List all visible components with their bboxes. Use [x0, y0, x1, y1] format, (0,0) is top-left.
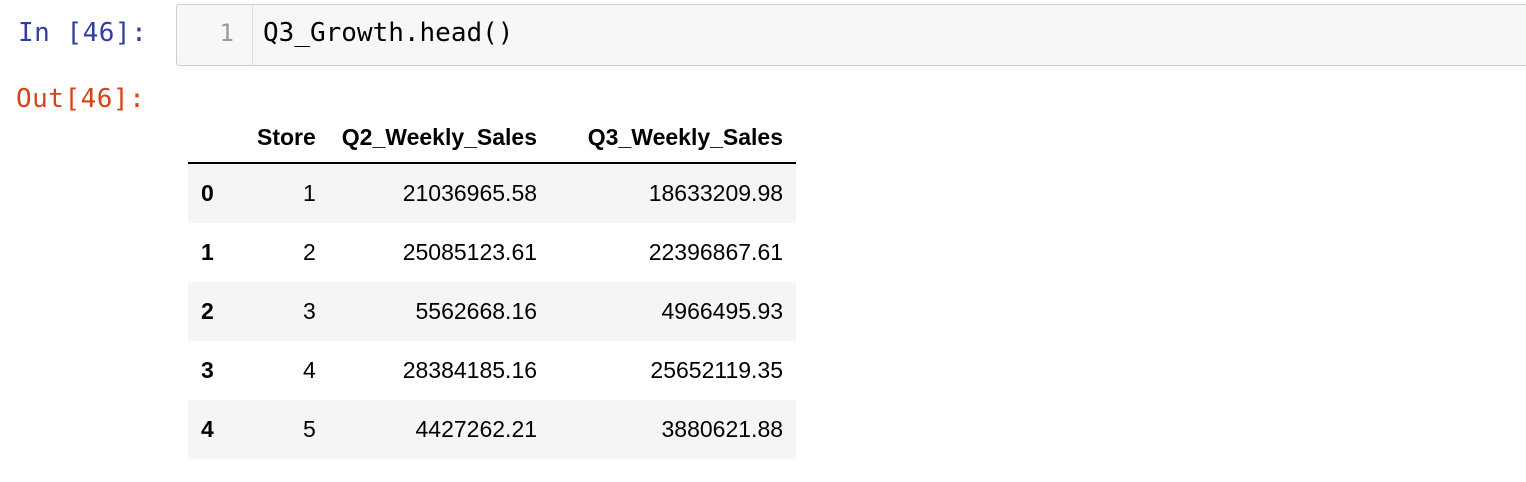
index-header	[188, 112, 244, 164]
code-input-area[interactable]: 1 Q3_Growth.head()	[176, 4, 1526, 66]
table-row: 1 2 25085123.61 22396867.61	[188, 223, 797, 282]
cell-store: 4	[303, 357, 316, 383]
out-prompt: Out[46]:	[16, 84, 146, 114]
cell-store: 2	[303, 239, 316, 265]
row-index: 0	[201, 180, 214, 206]
cell-store: 3	[303, 298, 316, 324]
row-index: 2	[201, 298, 214, 324]
code-line[interactable]: Q3_Growth.head()	[263, 18, 514, 48]
table-row: 4 5 4427262.21 3880621.88	[188, 400, 797, 459]
dataframe-table: Store Q2_Weekly_Sales Q3_Weekly_Sales 0 …	[188, 112, 797, 459]
cell-q3-weekly-sales: 4966495.93	[661, 298, 784, 324]
cell-store: 5	[303, 416, 316, 442]
column-header-q2-weekly-sales: Q2_Weekly_Sales	[328, 112, 551, 164]
cell-q3-weekly-sales: 22396867.61	[648, 239, 784, 265]
line-number-gutter: 1	[177, 5, 253, 65]
cell-store: 1	[303, 180, 316, 206]
output-area: Store Q2_Weekly_Sales Q3_Weekly_Sales 0 …	[188, 112, 797, 459]
cell-q2-weekly-sales: 5562668.16	[415, 298, 538, 324]
cell-q3-weekly-sales: 18633209.98	[648, 180, 784, 206]
table-row: 2 3 5562668.16 4966495.93	[188, 282, 797, 341]
row-index: 1	[201, 239, 214, 265]
line-number: 1	[219, 19, 234, 47]
table-header-row: Store Q2_Weekly_Sales Q3_Weekly_Sales	[188, 112, 797, 164]
cell-q2-weekly-sales: 25085123.61	[402, 239, 538, 265]
table-row: 0 1 21036965.58 18633209.98	[188, 163, 797, 223]
column-header-q3-weekly-sales: Q3_Weekly_Sales	[550, 112, 797, 164]
row-index: 3	[201, 357, 214, 383]
cell-q2-weekly-sales: 21036965.58	[402, 180, 538, 206]
cell-q2-weekly-sales: 4427262.21	[415, 416, 538, 442]
cell-q2-weekly-sales: 28384185.16	[402, 357, 538, 383]
table-row: 3 4 28384185.16 25652119.35	[188, 341, 797, 400]
column-header-store: Store	[244, 112, 329, 164]
row-index: 4	[201, 416, 214, 442]
cell-q3-weekly-sales: 25652119.35	[650, 357, 784, 383]
cell-q3-weekly-sales: 3880621.88	[661, 416, 784, 442]
in-prompt: In [46]:	[18, 18, 148, 48]
